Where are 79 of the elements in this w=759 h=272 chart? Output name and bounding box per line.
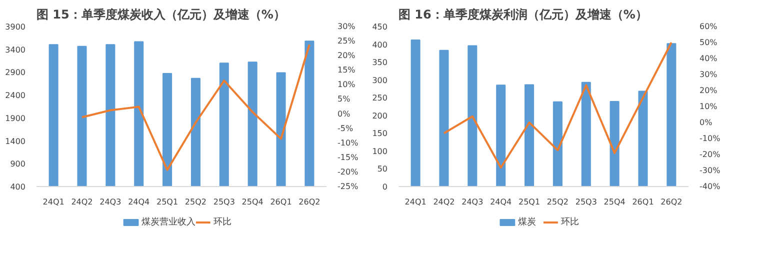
x-tick-label: 26Q1 xyxy=(632,198,654,206)
chart-title: 图 16：单季度煤炭利润（亿元）及增速（%） xyxy=(398,8,648,22)
y-tick-label: 150 xyxy=(372,129,388,138)
x-tick-label: 26Q1 xyxy=(270,198,292,206)
y2-tick-label: -30% xyxy=(700,166,721,175)
y-tick-label: 3400 xyxy=(5,45,26,54)
bar xyxy=(468,45,478,186)
y-tick-label: 3900 xyxy=(5,22,26,32)
bar xyxy=(410,40,420,186)
y-tick-label: 50 xyxy=(377,164,388,174)
x-tick-label: 25Q1 xyxy=(156,198,178,206)
y2-tick-label: 10% xyxy=(338,80,356,90)
y2-tick-label: 60% xyxy=(700,22,718,31)
x-tick-label: 24Q3 xyxy=(462,198,484,206)
y-tick-label: 400 xyxy=(10,182,26,192)
y2-tick-label: -10% xyxy=(338,138,359,148)
bar xyxy=(610,101,620,186)
y2-tick-label: 25% xyxy=(338,36,356,46)
x-tick-label: 25Q3 xyxy=(213,198,235,206)
line-series xyxy=(442,42,672,169)
y-tick-label: 2900 xyxy=(5,68,26,78)
chart-title: 图 15：单季度煤炭收入（亿元）及增速（%） xyxy=(36,8,286,22)
bar xyxy=(439,50,449,186)
x-tick-label: 25Q2 xyxy=(184,198,207,206)
x-tick-label: 24Q1 xyxy=(42,198,64,206)
y2-tick-label: 0% xyxy=(700,118,713,127)
y-tick-label: 200 xyxy=(372,111,388,120)
x-tick-label: 25Q4 xyxy=(604,198,626,206)
y2-tick-label: 40% xyxy=(700,54,718,63)
y-tick-label: 900 xyxy=(10,160,26,169)
y2-tick-label: 20% xyxy=(338,51,356,60)
legend-label: 环比 xyxy=(214,216,232,228)
y-tick-label: 100 xyxy=(372,146,388,156)
y2-tick-label: -20% xyxy=(338,167,359,176)
x-tick-label: 24Q4 xyxy=(490,198,512,206)
bar xyxy=(496,84,506,186)
y-tick-label: 450 xyxy=(372,22,388,32)
y-tick-label: 300 xyxy=(372,76,388,85)
x-tick-label: 26Q2 xyxy=(660,198,682,206)
y2-tick-label: -40% xyxy=(700,182,721,191)
y-tick-label: 250 xyxy=(372,94,388,103)
bar xyxy=(581,82,591,186)
x-tick-label: 24Q2 xyxy=(71,198,93,206)
y2-tick-label: 10% xyxy=(700,102,718,111)
x-tick-label: 24Q2 xyxy=(433,198,455,206)
y2-tick-label: 20% xyxy=(700,86,718,95)
y-tick-label: 1400 xyxy=(5,136,26,146)
y2-tick-label: 5% xyxy=(338,94,351,104)
y2-tick-label: 0% xyxy=(338,109,351,118)
y-tick-label: 400 xyxy=(372,40,388,50)
x-tick-label: 25Q1 xyxy=(518,198,540,206)
y2-tick-label: 15% xyxy=(338,66,356,75)
line-series xyxy=(80,44,310,171)
y2-tick-label: -5% xyxy=(338,124,354,133)
legend-label: 煤炭 xyxy=(518,216,536,228)
y2-tick-label: -10% xyxy=(700,134,721,143)
y-tick-label: 0 xyxy=(382,182,388,192)
y2-tick-label: -25% xyxy=(338,182,359,191)
bar xyxy=(666,43,676,186)
bar xyxy=(638,90,648,186)
y2-tick-label: 30% xyxy=(700,70,718,79)
x-tick-label: 25Q3 xyxy=(575,198,597,206)
x-tick-label: 25Q2 xyxy=(546,198,569,206)
x-tick-label: 24Q3 xyxy=(100,198,122,206)
y2-tick-label: 50% xyxy=(700,38,718,47)
x-tick-label: 25Q4 xyxy=(242,198,264,206)
y-tick-label: 350 xyxy=(372,58,388,68)
y-tick-label: 1900 xyxy=(5,114,26,123)
legend-label: 环比 xyxy=(561,216,580,228)
bar xyxy=(524,84,534,186)
legend-label: 煤炭营业收入 xyxy=(141,216,196,228)
y2-tick-label: 30% xyxy=(338,22,356,31)
y2-tick-label: -15% xyxy=(338,152,359,162)
bar xyxy=(552,101,562,186)
x-tick-label: 24Q1 xyxy=(404,198,426,206)
y-tick-label: 2400 xyxy=(5,91,26,100)
x-tick-label: 26Q2 xyxy=(298,198,320,206)
x-tick-label: 24Q4 xyxy=(128,198,150,206)
y2-tick-label: -20% xyxy=(700,150,721,159)
